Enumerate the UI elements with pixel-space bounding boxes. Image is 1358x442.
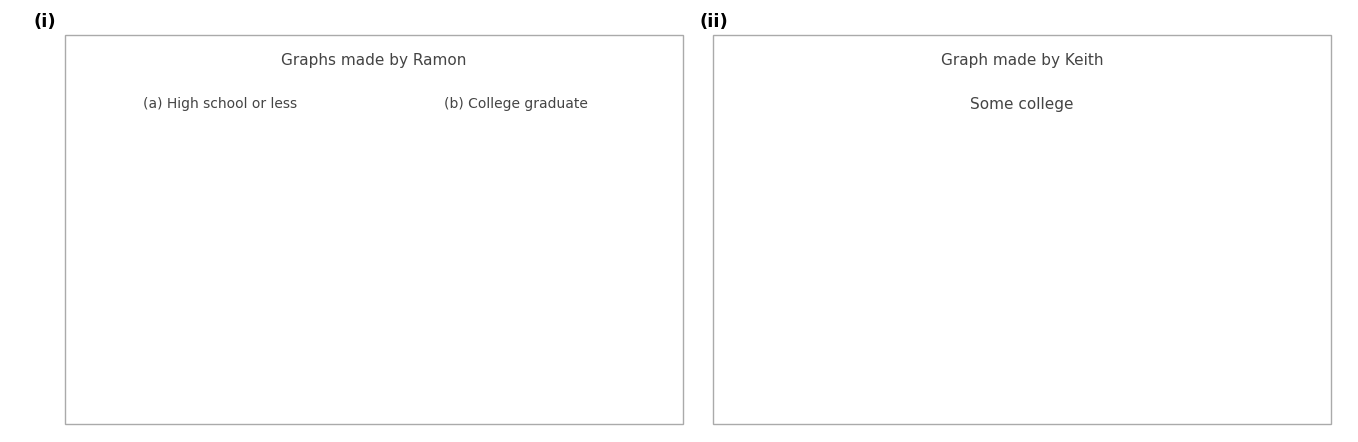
Text: (ii): (ii) (699, 13, 728, 31)
Text: (a) High school or less: (a) High school or less (143, 97, 296, 111)
Text: (b) College graduate: (b) College graduate (444, 97, 588, 111)
Wedge shape (221, 116, 325, 210)
Wedge shape (909, 117, 1023, 265)
Text: (i): (i) (34, 13, 57, 31)
Wedge shape (914, 230, 1135, 343)
Wedge shape (1021, 117, 1135, 230)
Text: Graphs made by Ramon: Graphs made by Ramon (281, 53, 467, 68)
Wedge shape (504, 116, 608, 210)
Text: Some college: Some college (970, 97, 1074, 112)
Wedge shape (394, 161, 614, 335)
Text: Graph made by Keith: Graph made by Keith (941, 53, 1103, 68)
Wedge shape (117, 191, 330, 335)
Wedge shape (111, 116, 221, 259)
Legend: Yes, No, Not at all sure: Yes, No, Not at all sure (115, 381, 363, 406)
Wedge shape (416, 116, 504, 196)
Legend: Yes, No, Not at all sure: Yes, No, Not at all sure (763, 381, 1010, 406)
